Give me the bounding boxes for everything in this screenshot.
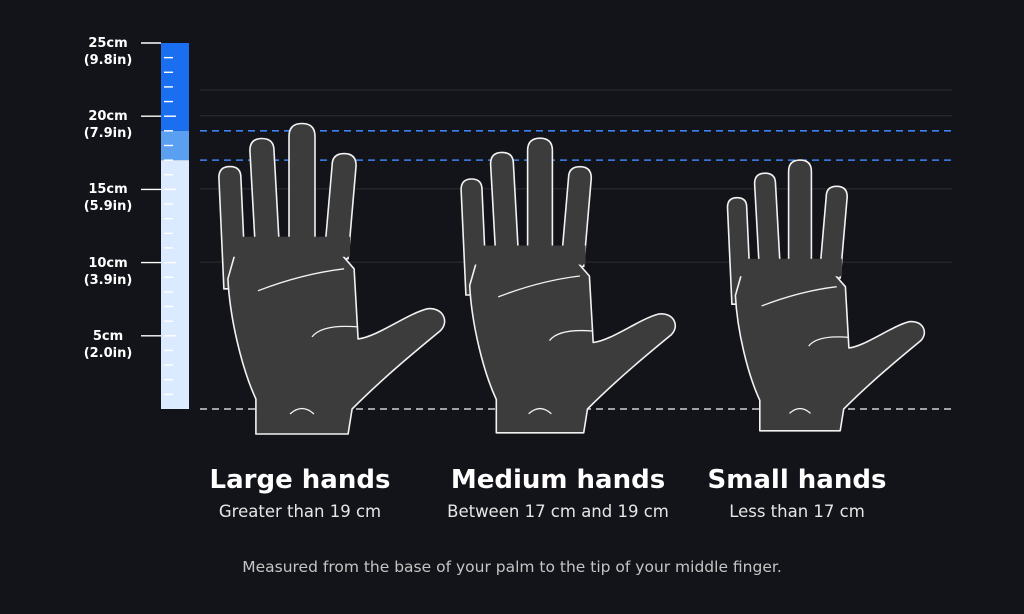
finger (787, 159, 813, 271)
ruler-mark-label: 25cm (9.8in) (53, 35, 163, 69)
finger (818, 185, 849, 279)
category-small-subtitle: Less than 17 cm (729, 502, 865, 521)
ruler-mark-in: (7.9in) (83, 126, 133, 142)
category-small-title: Small hands (707, 465, 887, 495)
ruler-band-2 (161, 160, 189, 409)
ruler-mark-in: (3.9in) (83, 272, 133, 288)
ruler-mark-label: 10cm (3.9in) (53, 255, 163, 289)
finger (753, 172, 782, 279)
ruler-mark-cm: 15cm (88, 182, 128, 198)
palm-seam (737, 258, 842, 277)
category-medium: Medium hands Between 17 cm and 19 cm (408, 464, 708, 524)
ruler-mark-label: 20cm (7.9in) (53, 108, 163, 142)
wrist-crease (528, 407, 552, 415)
ruler (141, 42, 189, 409)
finger (560, 165, 593, 268)
ruler-mark-cm: 25cm (88, 36, 128, 51)
finger (249, 137, 281, 260)
ruler-mark-in: (5.9in) (83, 199, 133, 215)
palm-seam (229, 236, 351, 257)
palm (734, 264, 926, 432)
finger (288, 122, 316, 250)
category-large: Large hands Greater than 19 cm (150, 464, 450, 524)
finger (323, 152, 357, 260)
category-medium-subtitle: Between 17 cm and 19 cm (447, 502, 669, 521)
hands (218, 122, 926, 435)
palm-seam (471, 245, 586, 265)
palm-crease (761, 286, 837, 307)
palm (227, 242, 446, 435)
palm-crease (497, 275, 580, 298)
ruler-mark-in: (2.0in) (83, 345, 133, 361)
ruler-mark-label: 15cm (5.9in) (53, 181, 163, 215)
ruler-mark-cm: 20cm (88, 109, 128, 125)
wrist-crease (289, 407, 315, 415)
ruler-mark-label: 5cm (2.0in) (53, 328, 163, 362)
hand-medium (460, 137, 676, 434)
wrist-crease (789, 407, 811, 414)
category-large-title: Large hands (209, 465, 391, 495)
palm-crease (808, 336, 849, 347)
hand-large (218, 122, 446, 435)
palm-crease (311, 325, 359, 338)
finger (489, 151, 520, 268)
category-small: Small hands Less than 17 cm (647, 464, 947, 524)
ruler-mark-cm: 10cm (88, 255, 128, 271)
palm-crease (257, 268, 345, 292)
category-medium-title: Medium hands (450, 465, 666, 495)
ruler-mark-cm: 5cm (92, 328, 124, 344)
category-large-subtitle: Greater than 19 cm (218, 502, 382, 521)
ruler-mark-in: (9.8in) (83, 53, 133, 68)
palm-crease (548, 329, 594, 342)
footnote: Measured from the base of your palm to t… (242, 558, 782, 576)
palm (468, 251, 676, 434)
hand-small (726, 159, 926, 432)
finger (526, 137, 554, 258)
